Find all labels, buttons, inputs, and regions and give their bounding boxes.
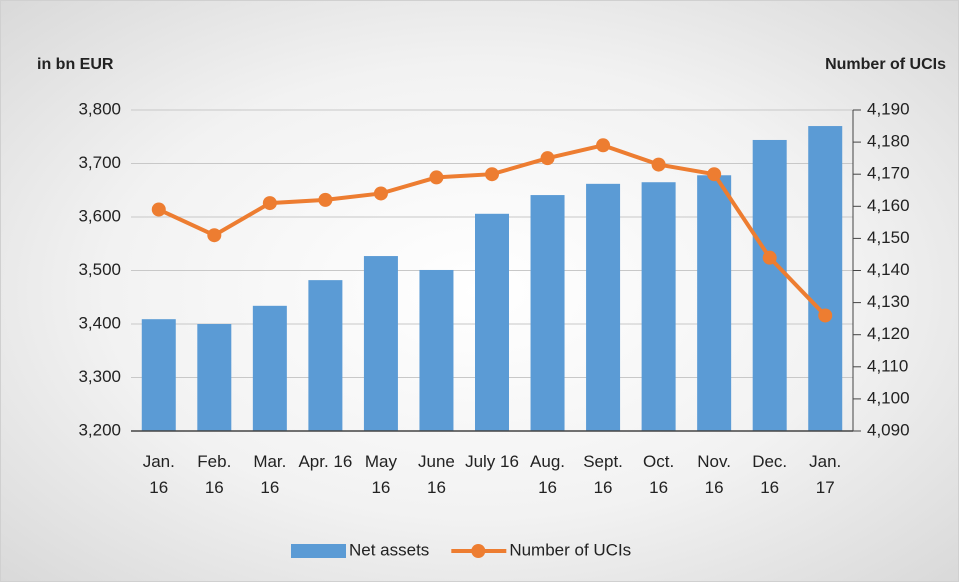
legend-label: Net assets (349, 540, 429, 559)
y2-tick-label: 4,120 (867, 324, 910, 343)
bar (475, 213, 509, 431)
y-tick-label: 3,800 (78, 99, 121, 118)
y2-tick-label: 4,170 (867, 164, 910, 183)
legend-label: Number of UCIs (509, 540, 631, 559)
marker (262, 196, 277, 211)
bar (697, 175, 732, 431)
marker (485, 167, 499, 182)
marker (318, 192, 333, 207)
y2-tick-label: 4,190 (867, 99, 910, 118)
y-tick-label: 3,300 (78, 367, 121, 386)
marker (540, 151, 555, 166)
x-tick-label: Nov. 16 (697, 452, 731, 497)
y2-tick-label: 4,090 (867, 420, 910, 439)
y2-tick-label: 4,110 (867, 356, 908, 375)
bar (530, 195, 565, 431)
x-tick-label: June 16 (418, 452, 455, 497)
x-tick-label: May 16 (364, 452, 397, 497)
y2-axis-label: Number of UCIs (825, 56, 946, 73)
y2-tick-label: 4,160 (867, 196, 910, 215)
y2-tick-label: 4,140 (867, 260, 910, 279)
marker (429, 170, 444, 185)
x-tick-label: Jan. 17 (809, 452, 842, 497)
legend-swatch (471, 544, 486, 558)
y2-tick-label: 4,150 (867, 228, 910, 247)
bar (641, 182, 676, 431)
y-tick-label: 3,600 (78, 206, 121, 225)
bar (141, 319, 176, 431)
bar (808, 126, 843, 432)
bar (419, 269, 454, 431)
x-tick-label: Mar. 16 (253, 452, 287, 497)
marker (651, 157, 666, 172)
marker (762, 250, 777, 265)
y-axis-label: in bn EUR (37, 56, 114, 73)
x-tick-label: Dec. 16 (752, 452, 788, 497)
y2-tick-label: 4,130 (867, 292, 910, 311)
y2-tick-label: 4,180 (867, 132, 910, 151)
marker (596, 138, 611, 153)
bar (197, 324, 232, 431)
x-tick-label: Jan. 16 (142, 452, 175, 497)
marker (818, 308, 833, 323)
x-tick-label: Apr. 16 (298, 452, 353, 471)
x-tick-label: Feb. 16 (197, 452, 232, 497)
bar (252, 305, 287, 431)
bar (363, 256, 398, 431)
y-tick-label: 3,200 (78, 420, 121, 439)
x-tick-label: Aug. 16 (530, 452, 566, 497)
bar (752, 139, 787, 431)
legend-swatch (291, 544, 346, 558)
bar (586, 183, 621, 431)
marker (207, 228, 222, 243)
y-tick-label: 3,400 (78, 313, 121, 332)
marker (707, 167, 722, 182)
y-tick-label: 3,500 (78, 260, 121, 279)
bar (308, 280, 343, 431)
marker (373, 186, 388, 201)
y-tick-label: 3,700 (78, 153, 121, 172)
y2-tick-label: 4,100 (867, 388, 910, 407)
x-tick-label: Sept. 16 (583, 452, 623, 497)
x-tick-label: July 16 (465, 452, 519, 471)
x-tick-label: Oct. 16 (643, 452, 675, 497)
marker (151, 202, 166, 217)
